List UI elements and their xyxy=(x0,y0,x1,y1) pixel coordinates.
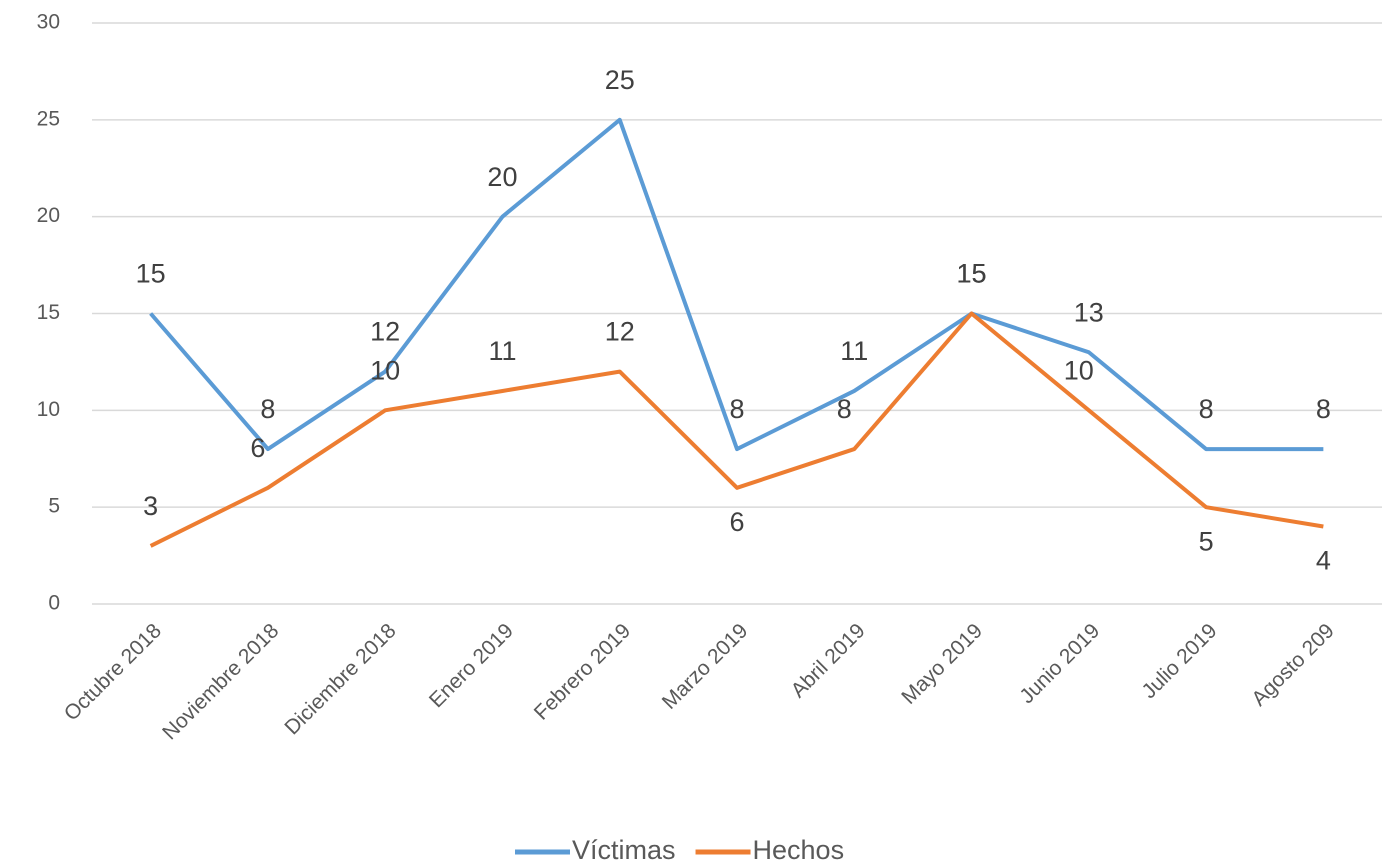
data-label: 15 xyxy=(957,259,987,289)
line xyxy=(149,311,1324,548)
data-label: 8 xyxy=(260,394,275,424)
data-label: 8 xyxy=(1199,394,1214,424)
x-tick-label: Junio 2019 xyxy=(1015,619,1104,708)
x-tick-label: Febrero 2019 xyxy=(530,619,635,724)
data-label: 6 xyxy=(729,507,744,537)
data-label: 15 xyxy=(136,259,166,289)
data-label: 20 xyxy=(487,162,517,192)
x-tick-label: Marzo 2019 xyxy=(658,619,753,714)
x-tick-label: Octubre 2018 xyxy=(60,619,166,725)
data-label: 5 xyxy=(1199,526,1214,556)
data-label: 11 xyxy=(840,336,868,366)
data-label: 8 xyxy=(1316,394,1331,424)
x-tick-label: Diciembre 2018 xyxy=(280,619,400,739)
x-tick-label: Abril 2019 xyxy=(787,619,870,702)
data-label: 10 xyxy=(1064,355,1094,385)
data-label: 8 xyxy=(837,394,852,424)
y-tick-label: 25 xyxy=(37,107,60,130)
data-label: 12 xyxy=(605,317,635,347)
data-label: 12 xyxy=(370,317,400,347)
x-tick-label: Agosto 209 xyxy=(1247,619,1338,710)
data-label: 3 xyxy=(143,491,158,521)
x-tick-label: Noviembre 2018 xyxy=(158,619,283,744)
data-label: 4 xyxy=(1316,546,1331,576)
legend-label: Hechos xyxy=(753,835,845,865)
data-label: 10 xyxy=(370,355,400,385)
data-label: 11 xyxy=(488,336,516,366)
y-tick-label: 10 xyxy=(37,398,60,421)
y-tick-label: 20 xyxy=(37,204,60,227)
y-tick-label: 15 xyxy=(37,301,60,324)
data-label: 8 xyxy=(729,394,744,424)
data-label: 25 xyxy=(605,65,635,95)
y-tick-label: 30 xyxy=(37,11,60,34)
data-label: 13 xyxy=(1074,297,1104,327)
y-tick-label: 5 xyxy=(48,495,60,518)
y-tick-label: 0 xyxy=(48,592,60,615)
legend-label: Víctimas xyxy=(572,835,676,865)
x-tick-label: Julio 2019 xyxy=(1138,619,1222,703)
line xyxy=(149,117,1324,452)
x-tick-label: Enero 2019 xyxy=(425,619,518,712)
x-tick-label: Mayo 2019 xyxy=(897,619,987,709)
data-label: 6 xyxy=(250,433,265,463)
data-label: 15 xyxy=(957,259,987,289)
